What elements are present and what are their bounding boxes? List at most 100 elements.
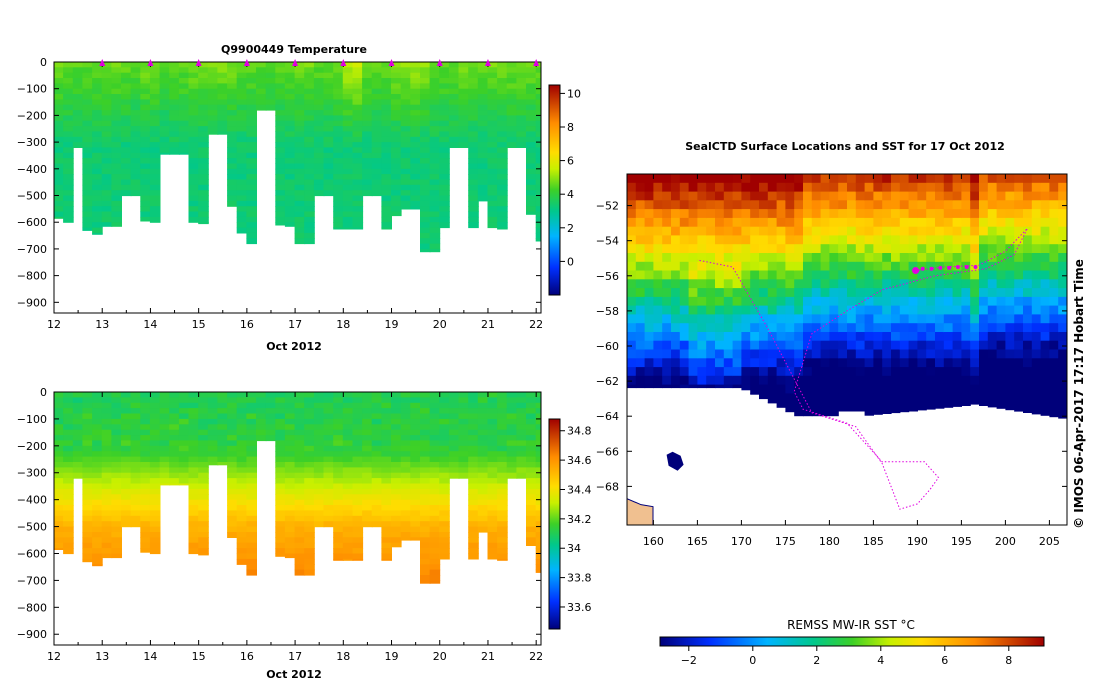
sst-cell [996, 261, 1006, 272]
section-cell [342, 184, 354, 191]
sst-cell [644, 182, 654, 193]
sst-cell [1023, 226, 1033, 237]
section-cell [304, 510, 315, 517]
section-cell [535, 467, 541, 474]
section-cell [227, 435, 238, 442]
sst-cell [961, 393, 971, 403]
section-cell [400, 67, 412, 74]
sst-cell [987, 332, 998, 342]
section-cell [217, 62, 228, 68]
section-cell [323, 494, 335, 501]
sst-cell [688, 261, 698, 272]
section-cell [468, 206, 479, 213]
section-cell [149, 216, 161, 223]
section-cell [198, 200, 209, 207]
sst-cell [935, 174, 945, 184]
sst-cell [803, 384, 813, 394]
section-cell [333, 537, 344, 544]
y-tick-label: −100 [17, 413, 47, 426]
section-cell [535, 553, 541, 560]
section-cell [391, 67, 402, 74]
section-cell [236, 408, 248, 415]
sst-cell [970, 340, 980, 351]
section-cell [342, 163, 354, 170]
section-cell [468, 429, 479, 436]
sst-cell [671, 253, 681, 263]
section-cell [188, 462, 200, 468]
section-cell [526, 445, 537, 452]
section-cell [54, 451, 65, 458]
section-cell [63, 83, 74, 90]
section-cell [526, 179, 537, 186]
section-cell [159, 483, 171, 486]
section-cell [217, 72, 228, 79]
section-cell [304, 163, 315, 170]
sst-cell [855, 261, 866, 272]
section-cell [246, 462, 257, 468]
sst-cell [715, 367, 725, 377]
section-cell [362, 190, 373, 197]
section-cell [526, 67, 537, 74]
section-cell [246, 418, 257, 425]
section-cell [535, 99, 541, 106]
section-cell [400, 126, 412, 132]
section-cell [121, 515, 132, 522]
sst-cell [723, 384, 734, 389]
section-cell [256, 88, 267, 95]
sst-cell [1014, 314, 1024, 324]
section-cell [82, 462, 93, 468]
section-cell [439, 548, 450, 555]
sst-cell [847, 261, 857, 272]
sst-cell [891, 182, 901, 193]
sst-cell [943, 402, 954, 408]
sst-cell [899, 393, 910, 403]
section-cell [207, 462, 219, 466]
section-cell [400, 104, 412, 111]
section-cell [275, 216, 286, 223]
section-cell [207, 78, 219, 84]
sst-cell [785, 332, 795, 342]
section-cell [429, 580, 441, 584]
sst-cell [671, 226, 681, 237]
section-cell [420, 408, 431, 415]
section-cell [246, 413, 257, 420]
section-cell [275, 126, 286, 132]
section-cell [207, 413, 219, 420]
sst-cell [794, 261, 804, 272]
section-cell [516, 440, 527, 447]
section-cell [178, 429, 190, 436]
section-cell [342, 542, 354, 549]
section-cell [72, 440, 84, 447]
section-cell [516, 131, 527, 138]
section-cell [111, 131, 122, 138]
section-cell [313, 472, 325, 479]
section-cell [284, 499, 296, 506]
section-cell [535, 174, 541, 180]
section-cell [54, 78, 65, 84]
section-cell [362, 435, 373, 442]
sst-cell [979, 296, 989, 307]
section-cell [130, 152, 142, 159]
section-cell [342, 158, 354, 164]
section-cell [140, 195, 151, 202]
section-cell [198, 467, 209, 474]
section-cell [497, 553, 508, 560]
section-cell [284, 126, 296, 132]
section-cell [410, 402, 421, 409]
section-cell [352, 163, 364, 170]
sst-cell [697, 279, 707, 289]
sst-cell [644, 174, 654, 184]
section-cell [506, 99, 518, 106]
section-cell [362, 521, 373, 528]
section-cell [526, 397, 537, 404]
section-cell [92, 402, 103, 409]
sst-cell [741, 314, 751, 324]
section-cell [313, 126, 325, 132]
section-cell [188, 478, 200, 485]
section-cell [448, 115, 460, 122]
section-cell [198, 67, 209, 74]
section-cell [410, 179, 421, 186]
sst-cell [794, 191, 804, 201]
sst-cell [803, 402, 813, 412]
section-cell [92, 94, 103, 100]
